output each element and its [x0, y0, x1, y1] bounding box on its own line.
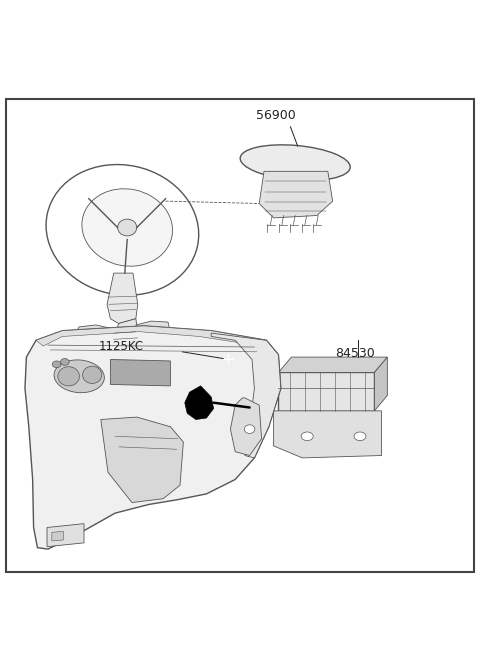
Polygon shape	[344, 411, 352, 422]
Polygon shape	[185, 386, 214, 419]
Ellipse shape	[52, 361, 61, 368]
Polygon shape	[86, 336, 110, 354]
Polygon shape	[52, 531, 63, 541]
Polygon shape	[303, 411, 312, 422]
Text: 84530: 84530	[336, 348, 375, 360]
Ellipse shape	[240, 145, 350, 180]
Ellipse shape	[223, 354, 233, 363]
Ellipse shape	[54, 360, 104, 393]
Polygon shape	[324, 411, 332, 422]
Polygon shape	[230, 398, 262, 456]
Polygon shape	[65, 348, 86, 362]
Text: 1125KC: 1125KC	[99, 340, 144, 352]
Polygon shape	[107, 273, 138, 323]
Polygon shape	[284, 411, 292, 422]
Polygon shape	[75, 325, 110, 336]
Ellipse shape	[118, 219, 137, 236]
Ellipse shape	[82, 189, 172, 266]
Polygon shape	[136, 321, 169, 332]
Ellipse shape	[58, 366, 79, 386]
Polygon shape	[274, 411, 382, 458]
Ellipse shape	[244, 425, 255, 433]
Ellipse shape	[354, 432, 366, 441]
Polygon shape	[259, 171, 333, 218]
Polygon shape	[110, 360, 170, 386]
Polygon shape	[278, 372, 374, 411]
Ellipse shape	[83, 366, 102, 384]
Polygon shape	[113, 319, 139, 357]
Polygon shape	[101, 417, 183, 503]
Polygon shape	[36, 326, 266, 346]
Polygon shape	[211, 333, 281, 458]
Text: 56900: 56900	[256, 109, 296, 122]
Ellipse shape	[60, 358, 69, 365]
Polygon shape	[278, 357, 387, 372]
Polygon shape	[25, 326, 281, 549]
Polygon shape	[47, 523, 84, 547]
Ellipse shape	[301, 432, 313, 441]
Polygon shape	[374, 357, 387, 411]
Polygon shape	[360, 411, 369, 422]
